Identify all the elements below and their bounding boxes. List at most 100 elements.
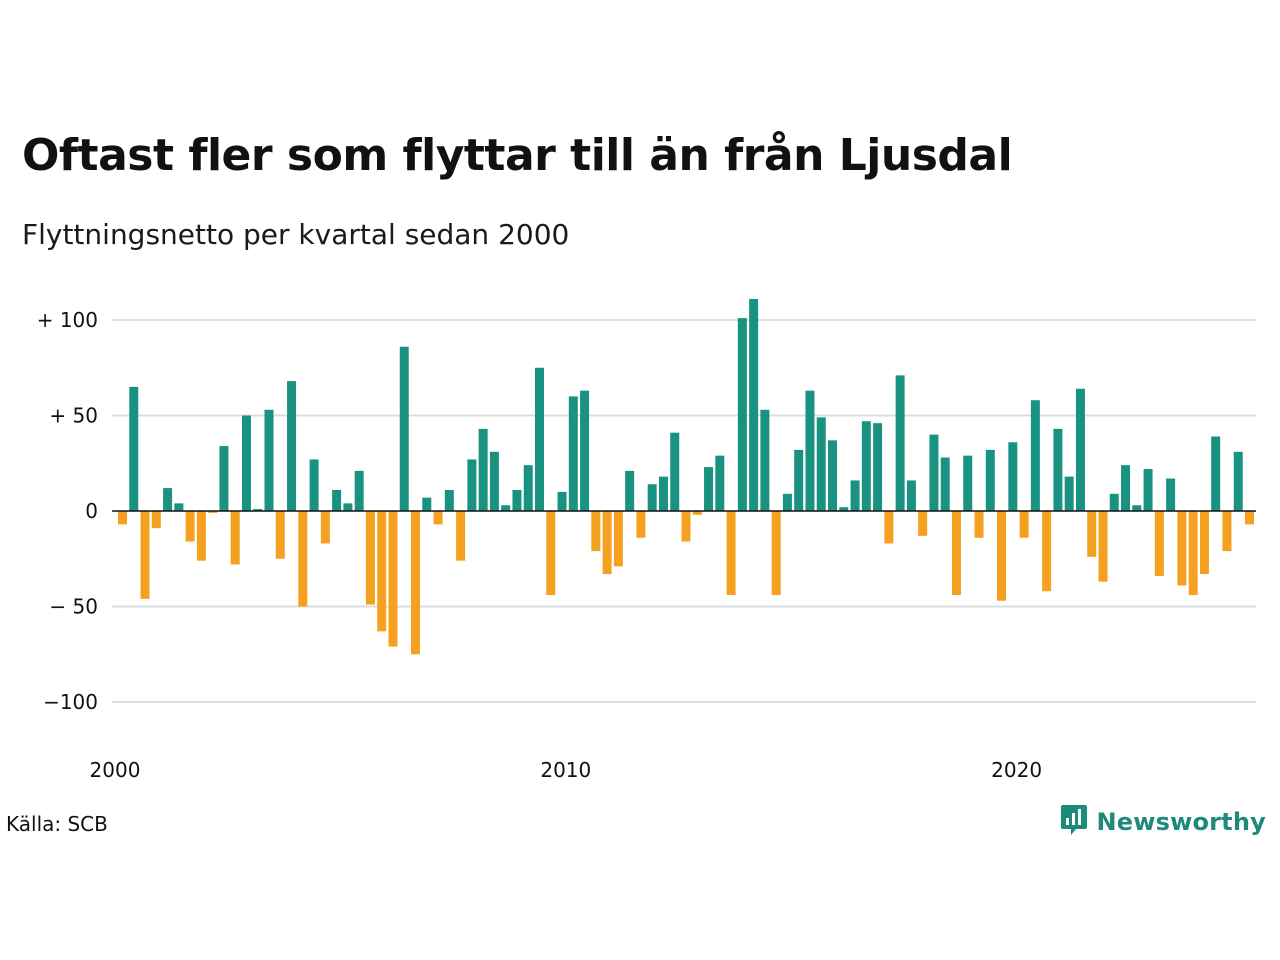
bar <box>185 511 195 542</box>
bar <box>816 417 826 511</box>
bar <box>151 511 161 529</box>
bar <box>1166 478 1176 511</box>
chart-subtitle: Flyttningsnetto per kvartal sedan 2000 <box>22 218 570 251</box>
bar <box>332 489 342 511</box>
y-tick-label: 0 <box>85 499 98 523</box>
bar <box>918 511 928 536</box>
bar <box>523 465 533 511</box>
x-tick-label: 2010 <box>540 758 591 782</box>
bar <box>1098 511 1108 582</box>
bar <box>1075 388 1085 511</box>
bar <box>219 446 229 511</box>
bar <box>670 432 680 511</box>
bar <box>309 459 319 511</box>
bar <box>906 480 916 511</box>
bar <box>794 449 804 511</box>
bar <box>951 511 961 596</box>
newsworthy-logo-icon <box>1060 803 1088 841</box>
bar <box>805 390 815 511</box>
bar <box>726 511 736 596</box>
y-tick-label: + 50 <box>49 404 98 428</box>
bar <box>230 511 240 565</box>
bar <box>1064 476 1074 511</box>
brand-logo[interactable]: Newsworthy <box>1060 803 1266 841</box>
bar <box>467 459 477 511</box>
bar <box>1211 436 1221 511</box>
bar <box>1233 451 1243 511</box>
bar <box>489 451 499 511</box>
bar <box>940 457 950 511</box>
bar <box>163 488 173 511</box>
bar <box>264 409 274 511</box>
bar <box>704 467 714 511</box>
bar <box>647 484 657 511</box>
bar <box>253 509 263 511</box>
bar <box>208 511 218 513</box>
bar <box>129 386 139 511</box>
bar <box>478 428 488 511</box>
bar <box>140 511 150 599</box>
bar <box>354 470 364 511</box>
bar <box>715 455 725 511</box>
bar <box>298 511 308 607</box>
bar <box>411 511 421 655</box>
bar <box>241 415 251 511</box>
bar <box>737 318 747 511</box>
y-axis-ticks: + 100 + 50 0 − 50 −100 <box>37 308 98 714</box>
bar <box>873 423 883 511</box>
bar <box>828 440 838 511</box>
bar <box>534 367 544 511</box>
bar <box>557 491 567 511</box>
bar <box>839 507 849 511</box>
bar <box>433 511 443 525</box>
bar <box>974 511 984 538</box>
bar <box>174 503 184 511</box>
source-note: Källa: SCB <box>6 812 108 836</box>
bar <box>320 511 330 544</box>
bar <box>749 298 759 511</box>
x-axis-ticks: 2000 2010 2020 <box>90 758 1043 782</box>
bar <box>771 511 781 596</box>
bar <box>568 396 578 511</box>
bar <box>613 511 623 567</box>
bar <box>422 497 432 511</box>
bar <box>760 409 770 511</box>
bar <box>275 511 285 559</box>
bar <box>782 493 792 511</box>
bar <box>884 511 894 544</box>
bar <box>861 421 871 511</box>
bar <box>1177 511 1187 586</box>
bar <box>1143 468 1153 511</box>
bar <box>929 434 939 511</box>
bar <box>1019 511 1029 538</box>
bar <box>658 476 668 511</box>
bar <box>1132 505 1142 511</box>
x-tick-label: 2020 <box>991 758 1042 782</box>
bar <box>501 505 511 511</box>
bar <box>1245 511 1254 525</box>
bar <box>196 511 206 561</box>
bar <box>1109 493 1119 511</box>
bar <box>580 390 590 511</box>
y-tick-label: −100 <box>43 690 98 714</box>
bar <box>343 503 353 511</box>
bar <box>399 346 409 511</box>
bar <box>365 511 375 605</box>
bar <box>895 375 905 511</box>
bar <box>1087 511 1097 557</box>
bar <box>546 511 556 596</box>
bars <box>118 298 1254 655</box>
chart-title: Oftast fler som flyttar till än från Lju… <box>22 130 1013 181</box>
y-tick-label: − 50 <box>49 595 98 619</box>
bar <box>997 511 1007 601</box>
bar <box>1222 511 1232 552</box>
bar <box>636 511 646 538</box>
bar <box>444 489 454 511</box>
bar <box>681 511 691 542</box>
bar <box>625 470 635 511</box>
bar <box>1053 428 1063 511</box>
bar <box>388 511 398 647</box>
bar <box>1199 511 1209 575</box>
bar <box>1008 442 1018 511</box>
bar <box>1121 465 1131 511</box>
